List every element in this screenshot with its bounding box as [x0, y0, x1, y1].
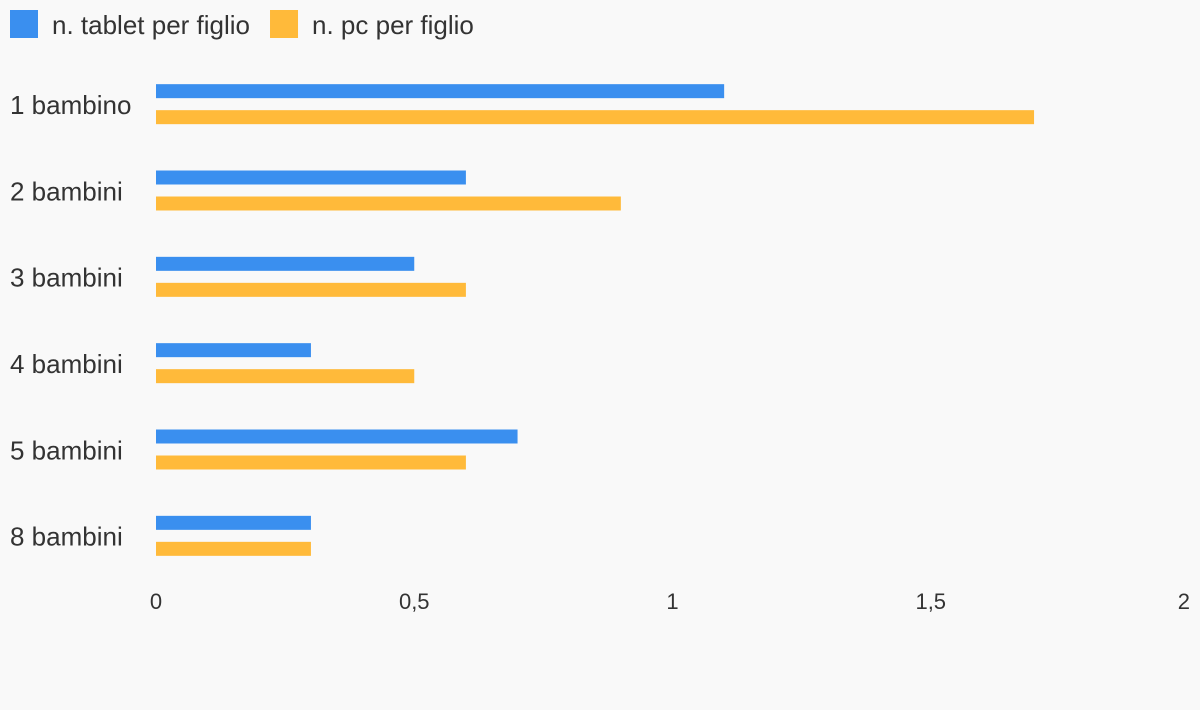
y-tick-label: 2 bambini — [10, 176, 123, 206]
legend-label: n. pc per figlio — [312, 10, 474, 40]
legend-swatch — [270, 10, 299, 38]
bar — [156, 282, 466, 297]
y-tick-label: 5 bambini — [10, 435, 123, 465]
y-tick-label: 8 bambini — [10, 522, 123, 552]
bar — [156, 110, 1035, 125]
bar — [156, 196, 621, 211]
bar — [156, 170, 466, 185]
bar — [156, 455, 466, 470]
bar — [156, 343, 311, 358]
bar — [156, 541, 311, 556]
bar — [156, 515, 311, 530]
y-tick-label: 3 bambini — [10, 263, 123, 293]
x-tick-label: 1,5 — [915, 589, 946, 614]
x-tick-label: 1 — [666, 589, 678, 614]
x-tick-label: 2 — [1178, 589, 1190, 614]
legend-swatch — [10, 10, 38, 38]
bar — [156, 84, 725, 99]
y-tick-label: 1 bambino — [10, 90, 131, 120]
y-tick-label: 4 bambini — [10, 349, 123, 379]
x-tick-label: 0 — [150, 589, 162, 614]
x-tick-label: 0,5 — [399, 589, 430, 614]
legend-label: n. tablet per figlio — [52, 10, 250, 40]
bar — [156, 429, 518, 444]
bar — [156, 256, 415, 271]
bar — [156, 369, 415, 384]
